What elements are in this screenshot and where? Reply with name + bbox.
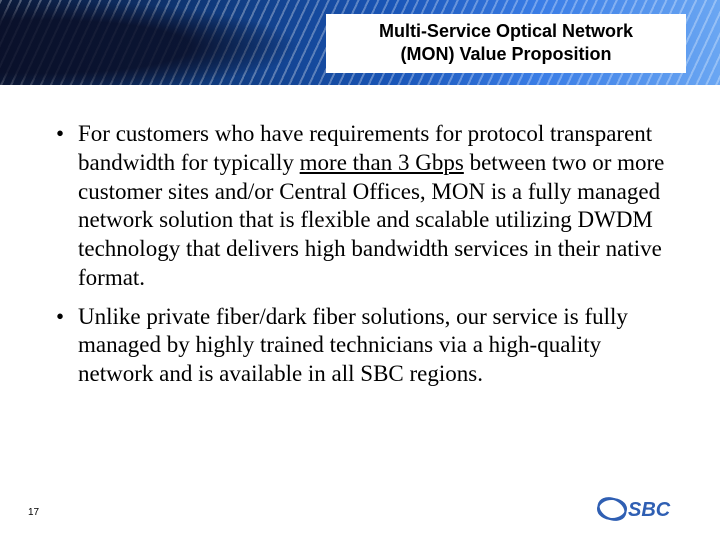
- bullet-item: Unlike private fiber/dark fiber solution…: [52, 303, 676, 389]
- bullet-list: For customers who have requirements for …: [52, 120, 676, 389]
- bullet-text-underline: more than 3 Gbps: [300, 150, 464, 175]
- sbc-logo: SBC: [594, 492, 686, 526]
- sbc-logo-text: SBC: [628, 499, 671, 521]
- slide-title: Multi-Service Optical Network (MON) Valu…: [326, 14, 686, 73]
- header-band: Multi-Service Optical Network (MON) Valu…: [0, 0, 720, 85]
- title-line-2: (MON) Value Proposition: [340, 43, 672, 66]
- sbc-logo-svg: SBC: [594, 492, 686, 526]
- slide: Multi-Service Optical Network (MON) Valu…: [0, 0, 720, 540]
- body: For customers who have requirements for …: [52, 120, 676, 399]
- bullet-item: For customers who have requirements for …: [52, 120, 676, 293]
- title-line-1: Multi-Service Optical Network: [340, 20, 672, 43]
- page-number: 17: [28, 507, 39, 518]
- bullet-text: Unlike private fiber/dark fiber solution…: [78, 304, 628, 387]
